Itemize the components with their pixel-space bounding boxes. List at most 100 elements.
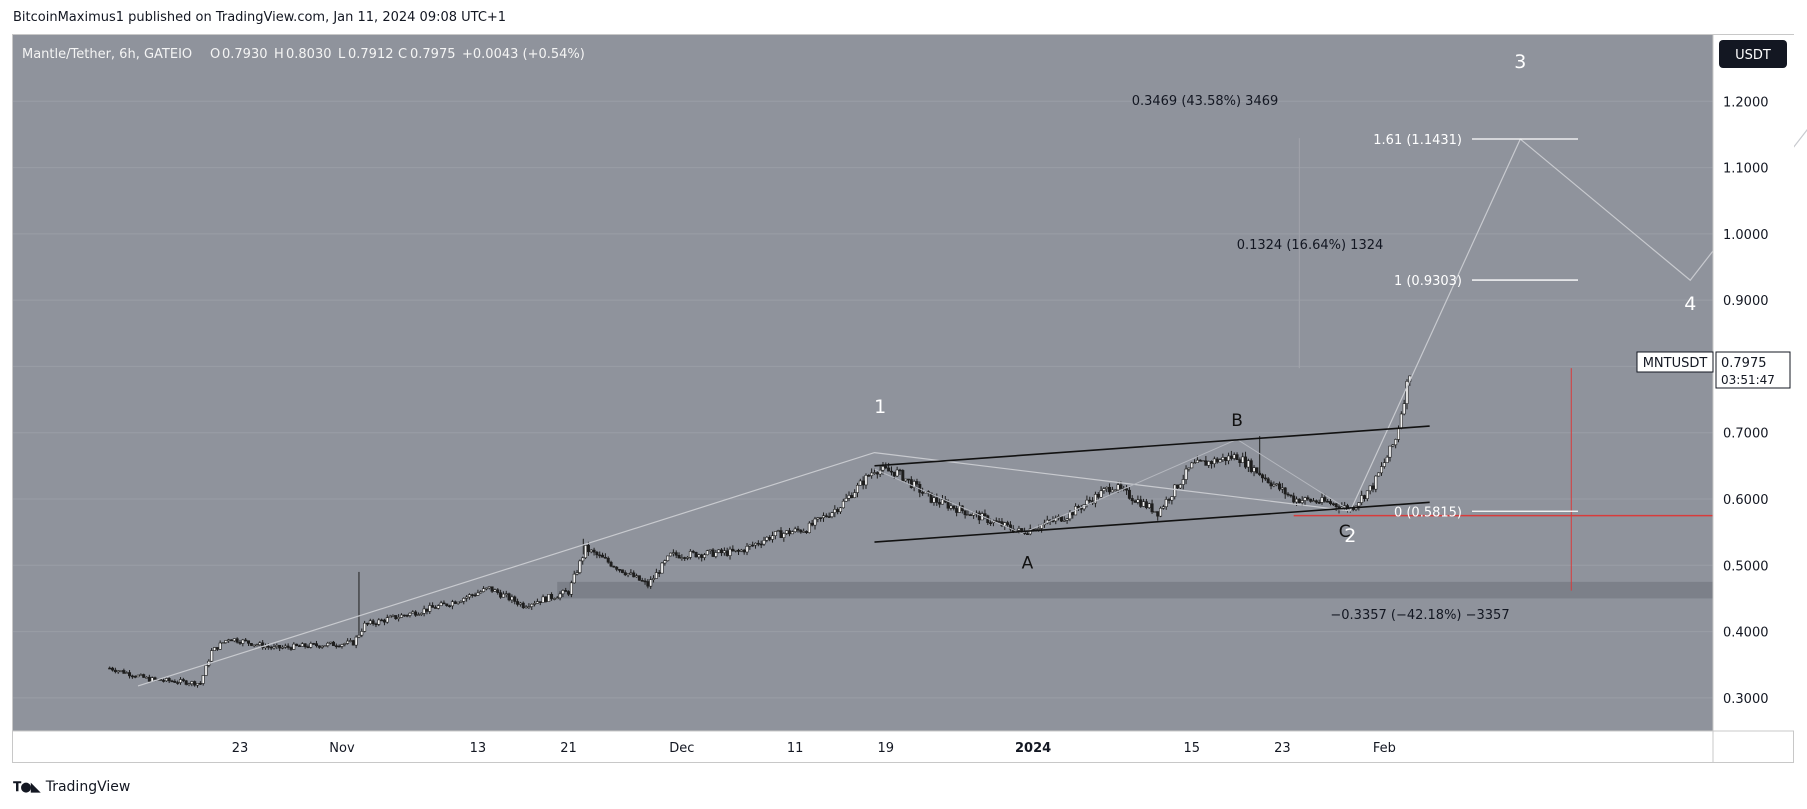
legend-symbol: Mantle/Tether, 6h, GATEIO (22, 47, 192, 62)
candle-body (272, 646, 276, 649)
candle-body (581, 557, 585, 562)
candle-body (1159, 507, 1163, 517)
candle-body (1312, 500, 1316, 503)
candle-body (632, 572, 636, 578)
candle-body (470, 594, 474, 596)
candle-body (496, 589, 500, 593)
candle-body (1402, 403, 1406, 415)
currency-button-bg[interactable] (1719, 40, 1787, 68)
candle-body (1105, 486, 1109, 489)
candle-body (601, 554, 605, 558)
candle-body (703, 554, 707, 558)
publisher-attribution: BitcoinMaximus1 published on TradingView… (13, 10, 507, 25)
candle-body (453, 601, 457, 604)
candle-body (1283, 487, 1287, 495)
candle-body (881, 466, 885, 471)
candle-body (841, 500, 845, 509)
candle-body (139, 674, 143, 676)
candle-body (1178, 484, 1182, 489)
candle-body (128, 672, 132, 677)
candle-body (125, 672, 129, 674)
wave-label: 1 (874, 396, 886, 418)
candle-body (187, 683, 191, 686)
candle-body (561, 590, 565, 595)
candle-body (1314, 500, 1318, 503)
candle-body (1261, 474, 1265, 479)
currency-button[interactable]: USDT (1719, 40, 1787, 68)
candle-body (620, 569, 624, 573)
candle-body (249, 643, 253, 646)
candle-body (439, 602, 443, 606)
price-grid (13, 100, 1713, 699)
candle-body (663, 560, 667, 564)
candle-body (1297, 498, 1301, 504)
candle-body (428, 605, 432, 612)
candle-body (303, 643, 307, 647)
time-axis-labels[interactable]: 23 Nov 13 21 Dec 11 19 2024 15 23 Feb (232, 741, 1396, 756)
candle-body (164, 678, 168, 682)
candle-body (1096, 493, 1100, 498)
candle-body (541, 596, 545, 603)
candle-body (510, 596, 514, 601)
candle-body (323, 645, 327, 647)
candle-body (855, 484, 859, 493)
candle-body (833, 509, 837, 513)
candle-body (221, 642, 225, 644)
candle-body (864, 475, 868, 486)
candle-body (1317, 501, 1321, 504)
candle-body (768, 536, 772, 540)
candle-body (810, 522, 814, 526)
candle-body (652, 578, 656, 580)
candle-body (697, 554, 701, 558)
candle-body (714, 552, 718, 557)
candle-body (320, 646, 324, 648)
candle-body (204, 665, 208, 676)
candle-body (592, 549, 596, 553)
candle-body (754, 542, 758, 546)
abc-label: A (1022, 554, 1034, 574)
plot-background[interactable] (13, 35, 1713, 731)
fib-level-label: 1.61 (1.1431) (1373, 133, 1462, 148)
candle-body (915, 481, 919, 485)
candle-body (997, 521, 1001, 523)
candle-body (1329, 501, 1333, 504)
candle-body (111, 667, 115, 671)
tradingview-logo[interactable]: 𝐓●◣ TradingView (13, 779, 130, 795)
candle-body (374, 623, 378, 626)
candle-body (1085, 499, 1089, 505)
candle-body (1295, 498, 1299, 503)
currency-button-label[interactable]: USDT (1735, 48, 1771, 63)
candle-body (966, 514, 970, 516)
candle-body (1272, 484, 1276, 487)
candle-body (198, 683, 202, 685)
candle-body (1207, 461, 1211, 466)
candle-body (1224, 457, 1228, 461)
candle-body (977, 512, 981, 521)
time-axis-label: 13 (470, 741, 487, 756)
candle-body (785, 530, 789, 534)
candle-body (1334, 503, 1338, 507)
candle-body (1252, 467, 1256, 472)
candle-body (476, 592, 480, 596)
candle-body (1229, 455, 1233, 459)
candle-body (779, 530, 783, 538)
candle-body (1399, 413, 1403, 429)
price-tag-symbol-box (1636, 351, 1714, 373)
candle-body (1363, 495, 1367, 499)
price-axis-label: 0.7000 (1723, 427, 1769, 442)
candle-body (836, 509, 840, 513)
candle-body (765, 536, 769, 541)
candle-body (300, 643, 304, 647)
candle-body (329, 641, 333, 644)
candle-body (431, 605, 435, 608)
candle-body (467, 594, 471, 598)
candle-body (827, 516, 831, 518)
candle-body (887, 467, 891, 472)
candle-body (1193, 462, 1197, 464)
abc-label: C (1339, 522, 1351, 542)
legend-open-value: 0.7930 (222, 47, 268, 62)
candle-body (1210, 461, 1214, 465)
candle-body (671, 552, 675, 554)
candle-body (1062, 520, 1066, 522)
